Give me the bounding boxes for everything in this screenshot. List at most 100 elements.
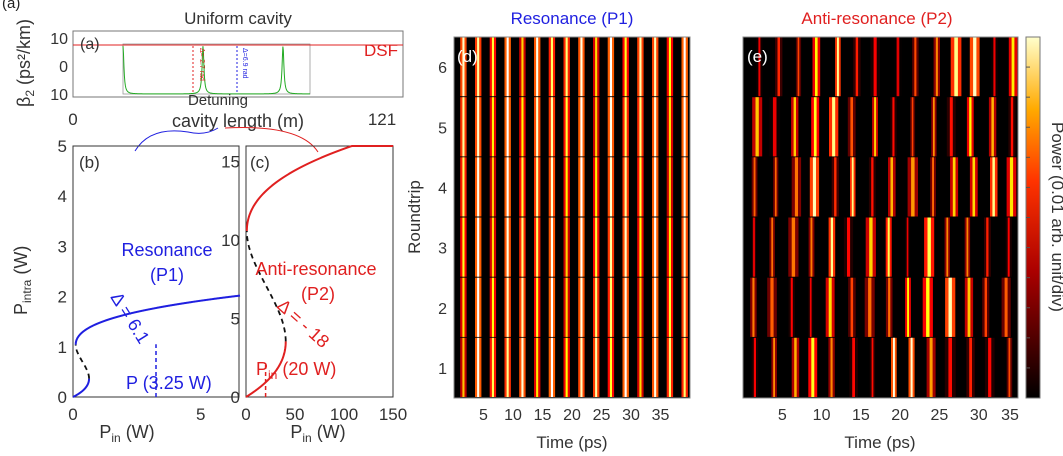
panel-d-cell [506, 37, 509, 97]
panel-d-ytick-3: 4 [438, 180, 447, 197]
panel-d-cell [565, 217, 568, 277]
panel-c-lower-branch [245, 341, 287, 398]
panel-a-ylabel: β2 (ps²/km) [14, 19, 37, 107]
panel-d-cell [491, 217, 494, 277]
panel-b-xlabel: Pin (W) [99, 422, 154, 445]
panel-e-cell [772, 97, 777, 157]
panel-d-cell [462, 337, 465, 397]
panel-d-cell [683, 157, 686, 217]
panel-d-ytick-2: 3 [438, 241, 447, 258]
panel-d-cell [565, 97, 568, 157]
panel-e-cell [752, 277, 755, 337]
panel-a-legend-dsf: DSF [364, 41, 398, 60]
panel-d-cell [521, 97, 524, 157]
panel-e-cell [1009, 157, 1014, 217]
panel-d-xtick-6: 35 [652, 407, 670, 424]
panel-d-ytick-0: 1 [438, 361, 447, 378]
panel-d-cell [639, 277, 642, 337]
panel-d-cell [536, 337, 539, 397]
panel-b-ytick-0: 0 [58, 388, 67, 407]
panel-a-inset-label: Detuning [188, 92, 248, 109]
panel-e-cell [873, 37, 877, 97]
panel-d-cell [565, 37, 568, 97]
panel-d-cell [683, 37, 686, 97]
panel-e-cell [828, 277, 832, 337]
panel-d-frame [453, 36, 691, 399]
panel-e-cell [752, 217, 756, 277]
panel-d-cell [565, 337, 568, 397]
panel-d-cell [668, 97, 671, 157]
panel-e-cell [906, 217, 909, 277]
panel-e-cell [834, 157, 837, 217]
panel-c-xtick-3: 150 [379, 405, 407, 424]
panel-d-xtick-4: 25 [593, 407, 611, 424]
panel-d-cell [506, 277, 509, 337]
panel-d-cell [550, 157, 553, 217]
panel-d-xtick-3: 20 [563, 407, 581, 424]
panel-d-cell [506, 97, 509, 157]
panel-e-cell [837, 37, 839, 97]
panel-a-xtick-0: 0 [68, 110, 77, 129]
panel-e-cell [892, 97, 895, 157]
panel-d-cell [536, 97, 539, 157]
panel-a-ytick-bottom: 10 [50, 87, 68, 104]
panel-e-cell [929, 337, 933, 397]
panel-e-cell [753, 157, 756, 217]
panel-d-cell [609, 277, 612, 337]
panel-b-ylabel: Pintra (W) [11, 246, 34, 315]
panel-e-cell [1007, 217, 1010, 277]
panel-d-cell [477, 337, 480, 397]
panel-e-cell [907, 277, 909, 337]
panel-d-cell [639, 217, 642, 277]
panel-b-annotation-name: Resonance [121, 240, 212, 260]
panel-c-xlabel: Pin (W) [290, 422, 345, 445]
panel-e-cell [758, 37, 761, 97]
panel-d-cell [462, 217, 465, 277]
panel-e-cell [972, 157, 976, 217]
panel-e-xtick-6: 35 [1001, 407, 1019, 424]
panel-e-label: (e) [747, 47, 768, 66]
panel-d-cell [536, 37, 539, 97]
panel-a-ytick-top: 10 [50, 31, 68, 48]
panel-e-cell [926, 277, 930, 337]
panel-c-annotation-tag: (P2) [301, 284, 335, 304]
panel-e-cell [973, 37, 977, 97]
panel-e-cell [830, 337, 833, 397]
panel-e-cell [988, 337, 992, 397]
panel-b-upper-branch [74, 294, 241, 345]
panel-d-cell [491, 37, 494, 97]
panel-a-xtick-121: 121 [368, 110, 396, 129]
panel-d-cell [580, 37, 583, 97]
panel-a: Uniform cavity Δ=-2.7 rad Δ=6.9 rad Detu… [14, 9, 404, 153]
panel-e-xtick-0: 5 [778, 407, 787, 424]
colorbar-ticks [1026, 66, 1030, 369]
panel-e-cell [1010, 97, 1014, 157]
panel-e-cell [948, 337, 952, 397]
panel-d-cell [609, 157, 612, 217]
panel-e-cell [770, 277, 774, 337]
panel-d-ylabel: Roundtrip [405, 180, 424, 254]
panel-e-cell [874, 97, 877, 157]
panel-a-ytick-mid: 0 [59, 59, 68, 76]
panel-e: Anti-resonance (P2) 5 10 15 20 25 30 35 (e) Ti… [742, 9, 1019, 452]
panel-e-frame [742, 36, 1019, 399]
panel-e-xlabel: Time (ps) [844, 433, 915, 452]
panel-a-title: Uniform cavity [184, 9, 292, 28]
panel-d-cell [624, 217, 627, 277]
panel-d-cell [462, 277, 465, 337]
panel-e-cell [868, 277, 872, 337]
panel-d-cell [536, 217, 539, 277]
panel-d-cell [654, 337, 657, 397]
panel-e-cell [1008, 337, 1011, 397]
panel-d-cell [624, 277, 627, 337]
panel-e-cell [811, 337, 815, 397]
panel-d-cell [550, 277, 553, 337]
panel-d-cell [639, 97, 642, 157]
panel-c-annotation-name: Anti-resonance [255, 259, 376, 279]
panel-e-cell [847, 217, 851, 277]
panel-d-xtick-5: 30 [622, 407, 640, 424]
panel-d-cell [580, 157, 583, 217]
panel-e-cell [813, 97, 817, 157]
panel-d-cell [491, 277, 494, 337]
